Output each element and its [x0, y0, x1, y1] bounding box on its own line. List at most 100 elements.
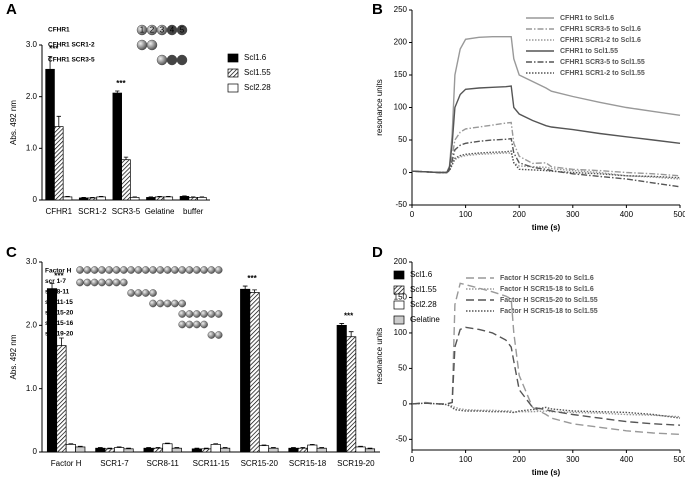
- y-tick-label: 1.0: [26, 384, 38, 393]
- domain: [149, 289, 157, 297]
- bar: [316, 447, 327, 453]
- y-tick-label: 0: [33, 195, 38, 204]
- significance: ***: [116, 79, 126, 88]
- panel-label: C: [6, 244, 17, 261]
- y-axis-label: Abs. 492 nm: [9, 100, 18, 145]
- bar: [65, 444, 76, 453]
- legend-label: Factor H SCR15-20 to Scl1.55: [500, 297, 598, 304]
- error-bar: [49, 283, 55, 289]
- bar: [191, 448, 202, 453]
- legend-swatch: [393, 285, 405, 295]
- domain: [171, 299, 179, 308]
- y-axis-label: Abs. 492 nm: [9, 334, 18, 379]
- domain: [171, 266, 179, 274]
- line: [411, 326, 681, 426]
- error-bar: [309, 444, 315, 446]
- error-bar: [182, 195, 187, 197]
- x-tick-label: SCR1-2: [78, 207, 107, 216]
- legend-swatch: [227, 53, 239, 63]
- domain: [136, 39, 148, 51]
- bar: [87, 197, 98, 201]
- bar: [297, 447, 308, 453]
- bar: [179, 196, 190, 201]
- error-bar: [47, 55, 53, 70]
- bar: [154, 196, 165, 201]
- domain: [192, 320, 201, 329]
- error-bar: [194, 447, 200, 449]
- line: [411, 36, 681, 174]
- bar: [364, 448, 376, 453]
- domain: [112, 278, 121, 287]
- x-axis-label: time (s): [532, 223, 561, 232]
- legend-label: Factor H SCR15-18 to Scl1.55: [500, 308, 598, 315]
- error-bar: [222, 447, 228, 449]
- y-tick-label: 100: [394, 328, 408, 337]
- y-tick-label: 250: [394, 5, 408, 14]
- bar: [249, 292, 260, 453]
- x-tick-label: 200: [513, 210, 527, 219]
- domain: [166, 54, 178, 66]
- x-tick-label: Gelatine: [145, 207, 175, 216]
- x-tick-label: 100: [459, 210, 473, 219]
- x-tick-label: SCR19-20: [337, 459, 375, 468]
- domain: [192, 266, 201, 274]
- domain: [76, 278, 84, 287]
- x-tick-label: SCR1-7: [100, 459, 129, 468]
- bar: [268, 447, 279, 453]
- domain: [207, 331, 216, 339]
- domain: [98, 278, 106, 287]
- legend-label: CFHR1 SCR1-2 to Scl1.6: [560, 37, 641, 44]
- x-tick-label: buffer: [183, 207, 204, 216]
- domain: [192, 310, 201, 318]
- domain: [200, 310, 208, 318]
- domain: [134, 289, 143, 297]
- domain: [120, 278, 128, 287]
- legend-label: CFHR1 to Scl1.55: [560, 48, 618, 55]
- x-tick-label: SCR11-15: [193, 459, 230, 468]
- domain: [207, 310, 216, 318]
- panel-label: B: [372, 1, 383, 18]
- legend-swatch: [393, 270, 405, 280]
- legend-swatch: [393, 315, 405, 325]
- bar: [201, 448, 212, 453]
- y-tick-label: 50: [398, 135, 407, 144]
- error-bar: [68, 443, 74, 445]
- legend-label: Scl2.28: [244, 83, 271, 92]
- bar: [114, 447, 125, 453]
- legend-swatch: [227, 68, 239, 78]
- y-tick-label: -50: [395, 434, 407, 443]
- bar: [163, 196, 174, 201]
- x-tick-label: 0: [410, 210, 415, 219]
- y-axis-label: resonance units: [375, 79, 384, 135]
- domain: [127, 289, 135, 297]
- inset-label: CFHR1 SCR1-2: [48, 42, 95, 49]
- domain: [105, 266, 113, 274]
- error-bar: [339, 323, 345, 326]
- x-tick-label: SCR3-5: [112, 207, 141, 216]
- y-tick-label: 2.0: [26, 92, 38, 101]
- error-bar: [348, 331, 354, 337]
- y-tick-label: 3.0: [26, 40, 38, 49]
- domain: [214, 310, 223, 318]
- inset-label: CFHR1 SCR3-5: [48, 57, 95, 64]
- domain: [149, 266, 157, 274]
- domain: [176, 54, 188, 66]
- line: [411, 85, 681, 174]
- error-bar: [213, 443, 219, 445]
- bar: [78, 197, 89, 201]
- bar: [336, 324, 347, 453]
- domain: [185, 266, 194, 274]
- bar: [197, 197, 207, 201]
- domain-number: 2: [150, 26, 155, 35]
- y-axis-label: resonance units: [375, 328, 384, 384]
- error-bar: [148, 196, 154, 198]
- error-bar: [319, 447, 325, 449]
- domain: [178, 299, 186, 308]
- error-bar: [291, 447, 296, 449]
- error-bar: [146, 447, 151, 449]
- error-bar: [300, 447, 306, 449]
- domain: [127, 266, 135, 274]
- error-bar: [157, 195, 162, 197]
- significance: ***: [344, 312, 354, 321]
- error-bar: [199, 196, 205, 198]
